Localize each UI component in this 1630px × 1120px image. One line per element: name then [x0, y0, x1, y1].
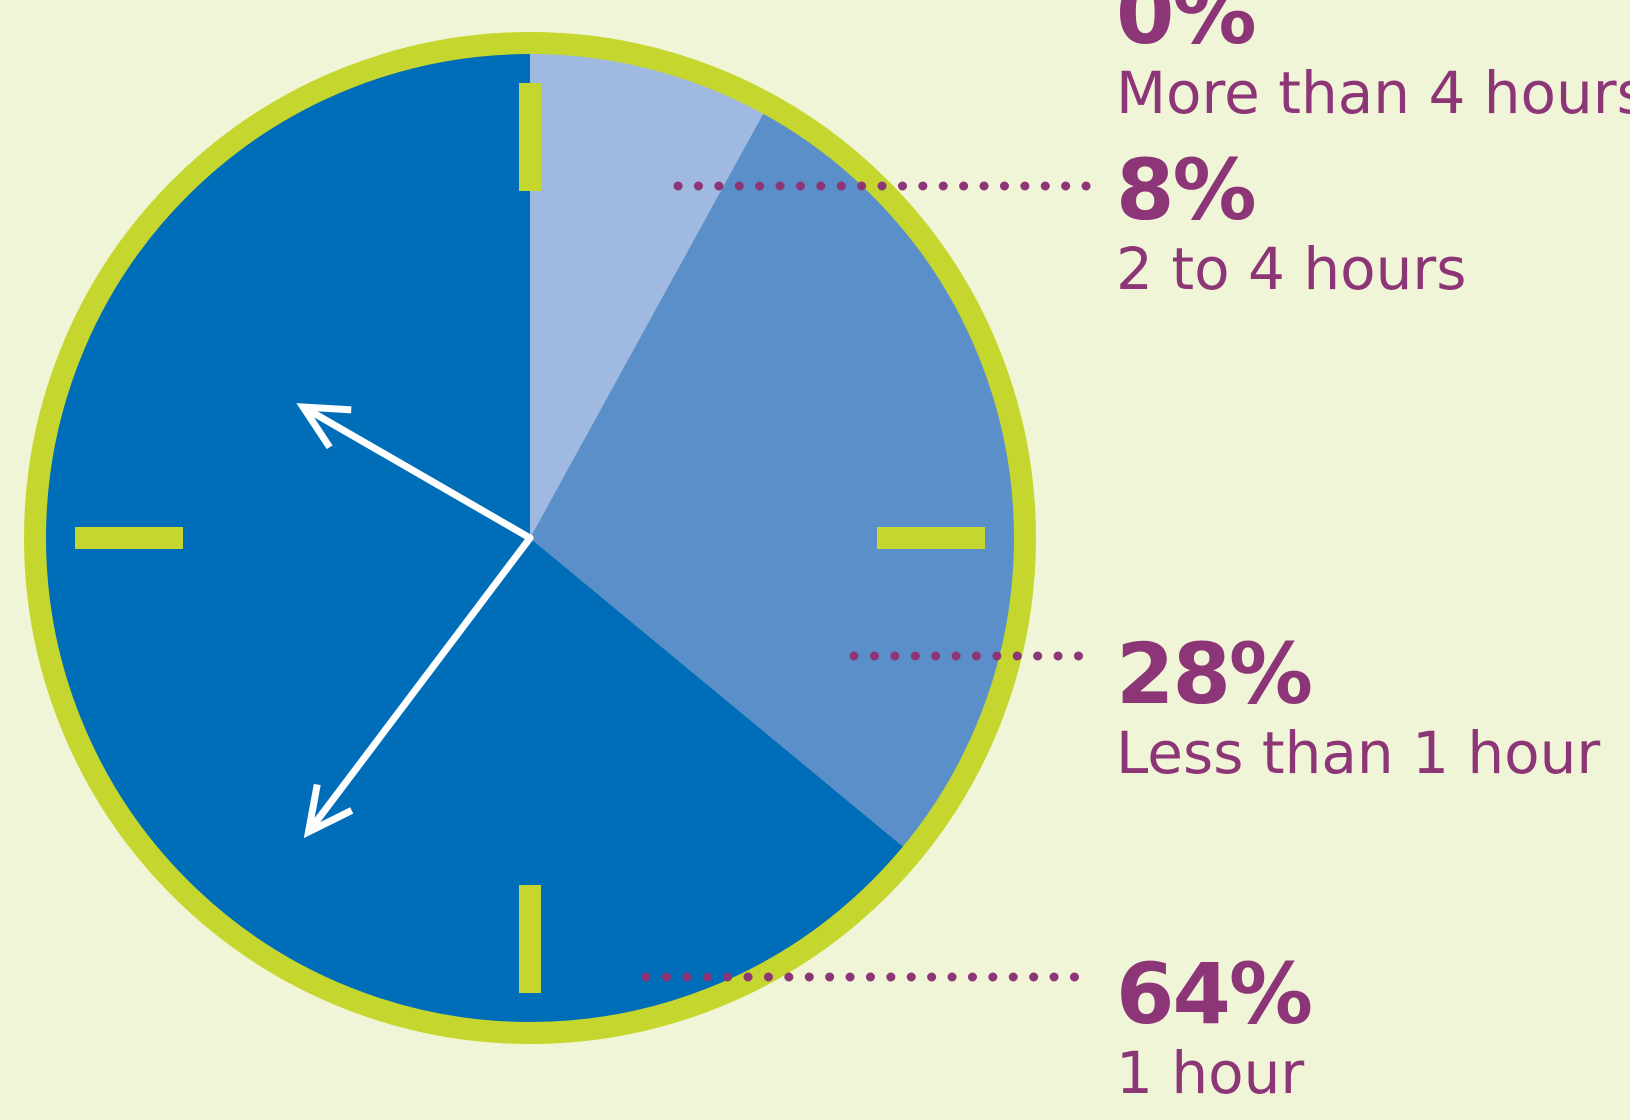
- clock-hand-short: [299, 403, 534, 542]
- label-more-than-4-hours: 0% More than 4 hours: [1116, 0, 1630, 126]
- label-less-than-1-hour: 28% Less than 1 hour: [1116, 632, 1600, 786]
- label-1-hour: 64% 1 hour: [1116, 945, 1313, 1107]
- slice-label: Less than 1 hour: [1116, 719, 1601, 787]
- slice-label: 2 to 4 hours: [1116, 235, 1467, 303]
- pie-slices: [35, 43, 1026, 1033]
- label-2-to-4-hours: 8% 2 to 4 hours: [1116, 148, 1466, 302]
- value-label: 0%: [1116, 0, 1257, 63]
- slice-label: More than 4 hours: [1116, 59, 1630, 127]
- clock-hand-long: [305, 534, 534, 836]
- clock-hands: [296, 403, 534, 839]
- clock-hand-long-arrowhead: [303, 783, 354, 839]
- clock-ticks: [75, 83, 985, 993]
- pie-slice-2-to-4-hours: [530, 43, 769, 538]
- value-label: 28%: [1116, 625, 1313, 723]
- pie-slice-less-than-1-hour: [530, 104, 1026, 854]
- value-label: 8%: [1116, 141, 1257, 239]
- leader-lines: [641, 181, 1101, 982]
- value-label: 64%: [1116, 945, 1313, 1043]
- slice-label: 1 hour: [1116, 1039, 1305, 1107]
- clock-rim: [24, 32, 1036, 1044]
- pie-slice-1-hour: [35, 43, 912, 1033]
- clock-hand-short-arrowhead: [296, 403, 352, 450]
